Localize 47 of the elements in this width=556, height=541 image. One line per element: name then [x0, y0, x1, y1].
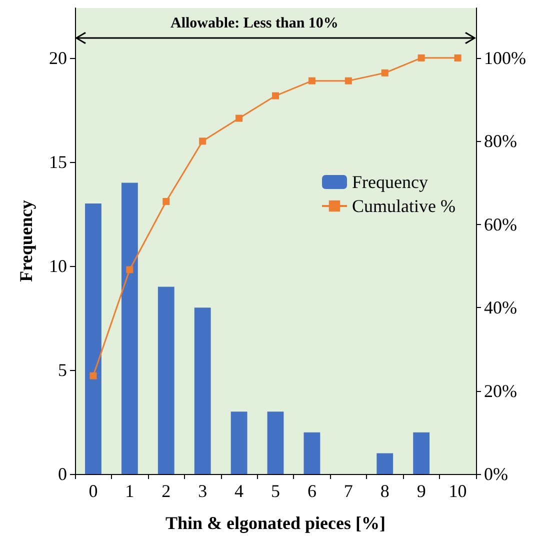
y2-tick-label: 80% — [484, 131, 517, 152]
x-tick-label: 1 — [125, 481, 134, 501]
x-axis-title: Thin & elgonated pieces [%] — [166, 513, 386, 533]
bar — [158, 286, 174, 474]
y2-tick-label: 0% — [484, 464, 508, 484]
x-tick-label: 9 — [416, 481, 426, 501]
y-tick-label: 0 — [58, 464, 67, 484]
y2-tick-label: 20% — [484, 380, 517, 401]
point — [90, 372, 97, 380]
point — [126, 266, 134, 274]
point — [162, 198, 170, 205]
bar — [230, 412, 248, 474]
point — [344, 77, 352, 84]
y-axis-title: Frequency — [16, 200, 36, 282]
x-tick-label: 3 — [198, 481, 208, 501]
point — [308, 77, 316, 84]
point — [272, 92, 279, 100]
y-tick-label: 5 — [58, 360, 67, 380]
point — [418, 54, 425, 62]
point — [199, 138, 206, 145]
y2-tick-label: 100% — [484, 48, 526, 68]
x-tick-label: 10 — [448, 481, 467, 501]
bar — [413, 432, 430, 474]
bar — [376, 453, 394, 474]
bar — [121, 182, 138, 474]
y-tick-label: 20 — [49, 48, 67, 68]
bar — [304, 432, 320, 474]
x-tick-label: 8 — [380, 481, 390, 501]
x-tick-label: 0 — [88, 481, 98, 501]
y2-tick-label: 60% — [484, 214, 517, 234]
legend-label: Cumulative % — [352, 196, 456, 216]
bar — [85, 204, 102, 474]
x-tick-label: 5 — [271, 481, 280, 501]
point — [454, 54, 462, 62]
point — [381, 69, 388, 76]
x-tick-label: 2 — [162, 481, 171, 501]
bar — [194, 308, 211, 474]
point — [236, 114, 243, 122]
x-tick-label: 7 — [344, 481, 353, 501]
legend-label: Frequency — [352, 172, 428, 192]
x-tick-label: 4 — [234, 481, 244, 501]
x-tick-label: 6 — [307, 481, 316, 501]
y2-tick-label: 40% — [484, 298, 517, 318]
bar — [267, 412, 284, 474]
y-tick-label: 15 — [49, 152, 67, 172]
annotation: Allowable: Less than 10% — [170, 16, 338, 32]
y-tick-label: 10 — [49, 256, 67, 276]
